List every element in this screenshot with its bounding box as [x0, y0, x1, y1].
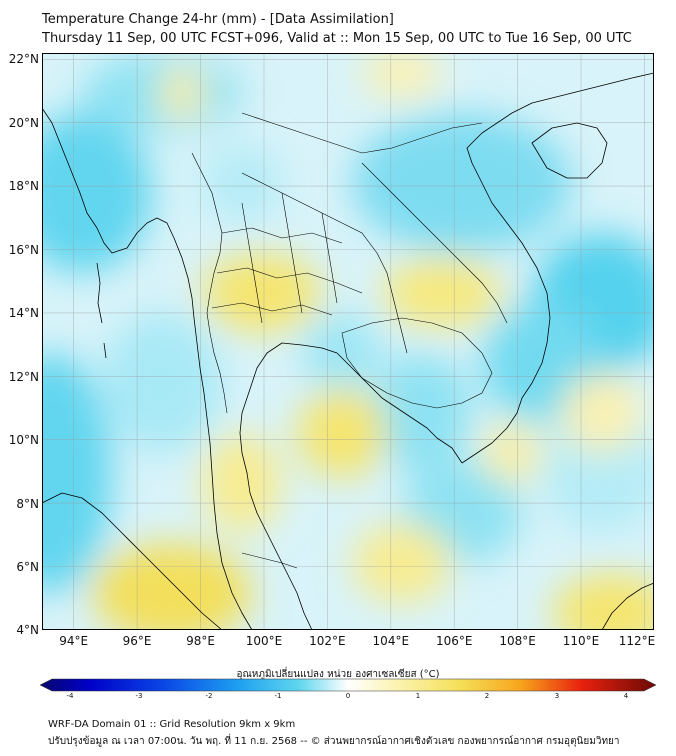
- colorbar-tick: 2: [484, 692, 490, 700]
- map-subtitle: Thursday 11 Sep, 00 UTC FCST+096, Valid …: [42, 31, 632, 46]
- colorbar-tick: 1: [415, 692, 421, 700]
- colorbar: [40, 678, 656, 692]
- colorbar-tick: -2: [205, 692, 213, 700]
- lon-label: 96°E: [122, 634, 152, 648]
- lon-label: 94°E: [59, 634, 89, 648]
- lat-label: 12°N: [8, 370, 39, 384]
- map-border: [42, 53, 654, 630]
- colorbar-tick: -3: [135, 692, 143, 700]
- coastlines: [42, 72, 654, 630]
- lon-label: 100°E: [245, 634, 283, 648]
- lat-label: 8°N: [16, 497, 39, 511]
- lon-label: 110°E: [562, 634, 600, 648]
- lon-label: 108°E: [499, 634, 536, 648]
- lat-label: 18°N: [8, 179, 39, 193]
- lat-label: 16°N: [8, 243, 39, 257]
- temperature-change-map: [42, 53, 654, 630]
- lon-label: 102°E: [309, 634, 346, 648]
- lat-label: 22°N: [8, 52, 39, 66]
- graticule: [42, 53, 654, 630]
- lon-label: 112°E: [618, 634, 656, 648]
- footer-credit: ปรับปรุงข้อมูล ณ เวลา 07:00น. วัน พฤ. ที…: [48, 736, 620, 747]
- colorbar-tick: -4: [66, 692, 74, 700]
- lon-label: 106°E: [435, 634, 473, 648]
- lon-label: 104°E: [372, 634, 410, 648]
- lat-label: 20°N: [8, 116, 39, 130]
- country-borders: [191, 112, 508, 569]
- colorbar-tick: 0: [345, 692, 351, 700]
- colorbar-tick: -1: [274, 692, 282, 700]
- lat-label: 6°N: [16, 560, 39, 574]
- colorbar-tick: 3: [554, 692, 560, 700]
- colorbar-title: อุณหภูมิเปลี่ยนแปลง หน่วย องศาเซลเซียส (…: [236, 669, 440, 680]
- lat-label: 10°N: [8, 433, 39, 447]
- colorbar-tick: 4: [623, 692, 629, 700]
- footer-domain-info: WRF-DA Domain 01 :: Grid Resolution 9km …: [48, 719, 296, 730]
- lon-label: 98°E: [186, 634, 215, 648]
- lat-label: 4°N: [16, 623, 39, 637]
- map-title: Temperature Change 24-hr (mm) - [Data As…: [42, 12, 394, 27]
- lat-label: 14°N: [8, 306, 39, 320]
